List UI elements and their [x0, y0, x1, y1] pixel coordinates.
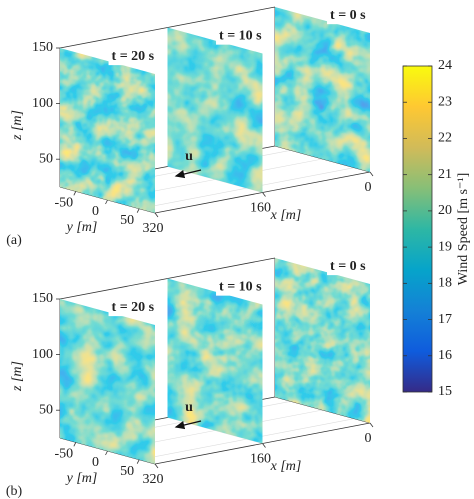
x-tick	[262, 192, 266, 197]
label-background	[108, 299, 158, 317]
wind-slice	[60, 299, 155, 464]
y-tick-label: 50	[120, 213, 134, 228]
x-tick	[154, 463, 159, 469]
slice-label: t = 20 s	[112, 300, 155, 315]
label-background	[216, 278, 266, 296]
y-tick-label: 0	[92, 455, 99, 470]
flow-arrow	[174, 169, 202, 179]
flow-arrow	[174, 420, 202, 430]
wind-slice	[60, 48, 155, 213]
x-tick-label: 160	[250, 201, 271, 216]
label-background	[108, 48, 158, 66]
z-tick-label: 100	[32, 96, 53, 111]
x-tick-label: 320	[143, 472, 164, 487]
y-tick	[136, 459, 140, 464]
x-tick	[369, 171, 374, 177]
z-tick-label: 50	[39, 402, 53, 417]
x-tick	[154, 212, 159, 218]
y-axis-label: y [m]	[65, 471, 98, 486]
wind-slice	[167, 278, 263, 444]
x-tick-label: 160	[250, 452, 271, 467]
colorbar	[402, 65, 433, 393]
label-background	[327, 7, 370, 25]
colorbar-tick-label: 23	[438, 94, 452, 109]
wind-slice	[275, 7, 370, 172]
y-axis-label: y [m]	[65, 220, 98, 235]
slice-label: t = 10 s	[219, 29, 262, 44]
colorbar-tick-label: 16	[438, 348, 452, 363]
colorbar-tick-label: 17	[438, 312, 452, 327]
x-tick	[262, 443, 266, 448]
wind-slice	[275, 258, 370, 423]
arrow-label: u	[185, 149, 193, 164]
arrow-label: u	[185, 400, 193, 415]
y-tick	[136, 208, 140, 213]
label-background	[327, 258, 370, 276]
z-tick-label: 50	[39, 151, 53, 166]
x-tick-label: 320	[143, 221, 164, 236]
y-tick-label: -50	[54, 447, 73, 462]
z-tick-label: 150	[32, 40, 53, 55]
x-axis-label: x [m]	[270, 208, 302, 223]
x-tick-label: 0	[365, 431, 372, 446]
colorbar-tick-label: 18	[438, 276, 452, 291]
y-tick	[73, 442, 77, 447]
z-tick-label: 150	[32, 291, 53, 306]
colorbar-tick-label: 20	[438, 203, 452, 218]
label-background	[216, 27, 266, 45]
z-tick-label: 100	[32, 347, 53, 362]
y-tick-label: 0	[92, 204, 99, 219]
grid-line	[139, 167, 355, 209]
y-tick	[73, 191, 77, 196]
panel-label: (a)	[6, 233, 22, 248]
colorbar-tick-label: 15	[438, 384, 452, 399]
x-axis-label: x [m]	[270, 459, 302, 474]
colorbar-label: Wind Speed [m s⁻¹]	[456, 173, 471, 286]
slice-label: t = 20 s	[112, 49, 155, 64]
x-tick	[369, 422, 374, 428]
colorbar-tick-label: 21	[438, 167, 452, 182]
y-tick	[105, 199, 108, 205]
panel-label: (b)	[6, 484, 23, 499]
colorbar-tick-label: 22	[438, 131, 452, 146]
y-tick	[105, 450, 108, 456]
colorbar-tick-label: 24	[438, 58, 452, 73]
y-tick-label: -50	[54, 196, 73, 211]
y-tick-label: 50	[120, 464, 134, 479]
z-axis-label: z [m]	[10, 361, 25, 392]
colorbar-tick-label: 19	[438, 239, 452, 254]
slice-label: t = 0 s	[330, 8, 366, 23]
slice-label: t = 0 s	[330, 259, 366, 274]
x-tick-label: 0	[365, 180, 372, 195]
slice-label: t = 10 s	[219, 280, 262, 295]
wind-slice	[167, 27, 263, 193]
z-axis-label: z [m]	[10, 110, 25, 141]
